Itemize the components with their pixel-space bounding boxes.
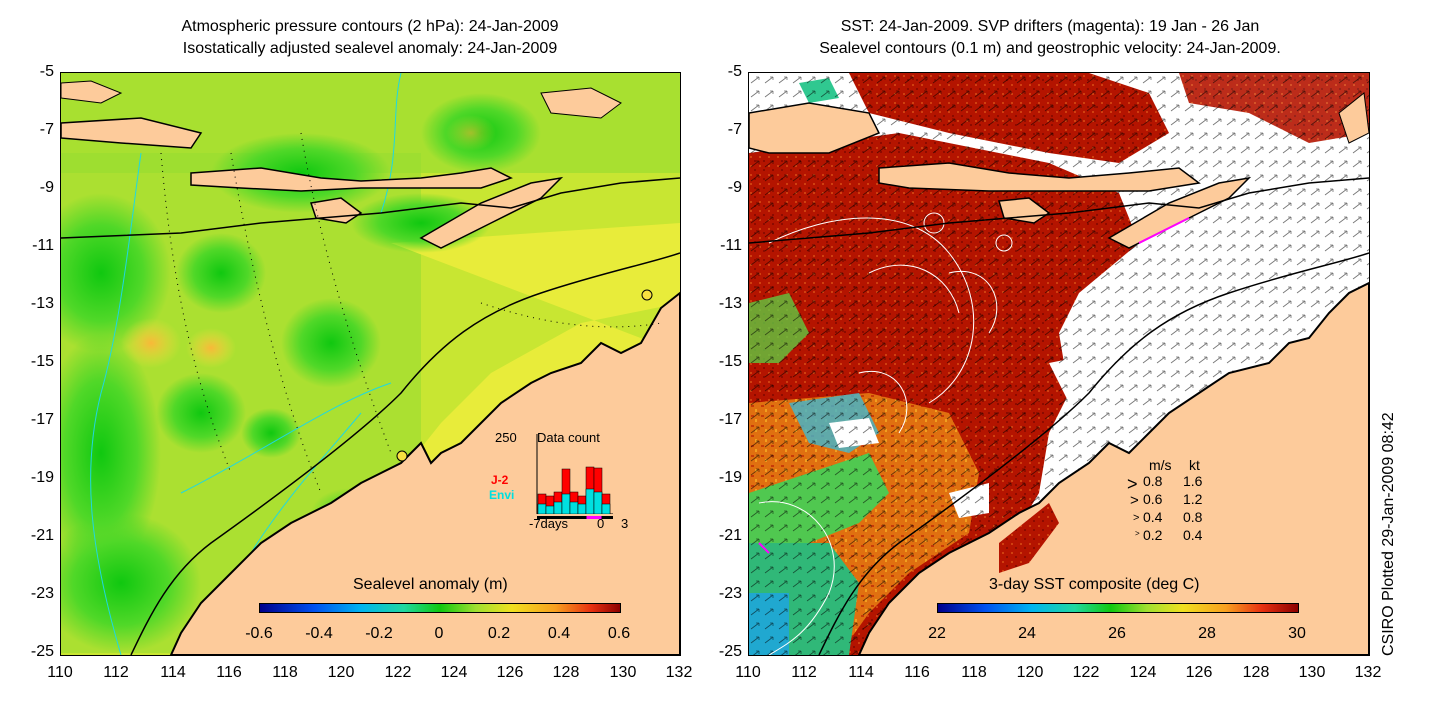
inset-series-j2: J-2 — [491, 473, 509, 487]
right-xlabel: 122 — [1072, 664, 1100, 681]
velocity-legend-kt: 1.6 — [1183, 473, 1203, 489]
right-ylabel: -19 — [718, 469, 742, 486]
velocity-legend-kt: 0.4 — [1183, 527, 1203, 543]
left-ylabel: -5 — [39, 63, 54, 80]
left-xlabel: 120 — [327, 664, 355, 681]
right-ylabel: -25 — [718, 643, 742, 660]
left-colorbar — [259, 603, 621, 613]
right-ylabel: -11 — [720, 237, 742, 254]
velocity-arrow-icon: > — [1135, 529, 1140, 538]
left-title-line1: Atmospheric pressure contours (2 hPa): 2… — [181, 18, 559, 35]
right-ylabel: -21 — [718, 527, 742, 544]
left-xlabel: 116 — [216, 664, 242, 681]
right-cb-tick-2: 26 — [1108, 625, 1126, 642]
inset-xlabel-start: -7days — [529, 516, 569, 531]
left-ylabel: -7 — [39, 121, 54, 138]
right-xlabel: 130 — [1298, 664, 1326, 681]
sst-map-graphic — [749, 73, 1369, 655]
right-cb-tick-1: 24 — [1018, 625, 1036, 642]
left-cb-tick-0: -0.6 — [245, 625, 273, 642]
right-colorbar-title: 3-day SST composite (deg C) — [989, 576, 1200, 593]
right-ylabel: -5 — [727, 63, 742, 80]
left-colorbar-title: Sealevel anomaly (m) — [353, 576, 508, 593]
left-xlabel: 118 — [272, 664, 298, 681]
inset-series-envi: Envi — [489, 488, 515, 502]
velocity-legend-ms: 0.8 — [1143, 473, 1163, 489]
left-xlabel: 126 — [496, 664, 524, 681]
sealevel-map[interactable]: 250 Data count J-2 Envi -7day — [60, 72, 681, 656]
left-ylabel: -19 — [30, 469, 54, 486]
inset-xlabel-zero: 0 — [597, 516, 605, 531]
inset-title: Data count — [537, 430, 600, 445]
right-xlabel: 128 — [1242, 664, 1270, 681]
left-ylabel: -23 — [30, 585, 54, 602]
left-xlabel: 112 — [103, 664, 129, 681]
right-xlabel: 114 — [848, 664, 874, 681]
left-cb-tick-5: 0.4 — [547, 625, 571, 642]
left-title-line2: Isostatically adjusted sealevel anomaly:… — [182, 40, 558, 57]
left-xlabel: 110 — [47, 664, 73, 681]
right-xlabel: 110 — [735, 664, 761, 681]
left-cb-tick-1: -0.4 — [305, 625, 333, 642]
velocity-legend-kt: 0.8 — [1183, 509, 1203, 525]
data-count-inset: 250 Data count J-2 Envi -7day — [479, 428, 649, 531]
left-cb-tick-2: -0.2 — [365, 625, 393, 642]
inset-time-axis — [537, 516, 613, 519]
velocity-legend-unit-kt: kt — [1189, 457, 1200, 473]
left-ylabel: -21 — [30, 527, 54, 544]
velocity-legend: m/s kt > 0.8 1.6 > 0.6 1.2 > 0.4 0.8 > 0… — [1127, 457, 1247, 547]
velocity-legend-ms: 0.6 — [1143, 491, 1163, 507]
left-ylabel: -25 — [30, 643, 54, 660]
left-cb-tick-6: 0.6 — [607, 625, 631, 642]
right-title-line2: Sealevel contours (0.1 m) and geostrophi… — [819, 40, 1281, 57]
right-cb-tick-3: 28 — [1198, 625, 1216, 642]
right-xlabel: 132 — [1354, 664, 1382, 681]
left-cb-tick-3: 0 — [434, 625, 444, 642]
right-cb-tick-4: 30 — [1288, 625, 1306, 642]
right-cb-tick-0: 22 — [928, 625, 946, 642]
velocity-legend-ms: 0.2 — [1143, 527, 1163, 543]
right-title-line1: SST: 24-Jan-2009. SVP drifters (magenta)… — [840, 18, 1260, 35]
left-ylabel: -9 — [39, 179, 54, 196]
right-ylabel: -15 — [718, 353, 742, 370]
left-ylabel: -13 — [30, 295, 54, 312]
left-ylabel: -15 — [30, 353, 54, 370]
velocity-legend-kt: 1.2 — [1183, 491, 1203, 507]
right-ylabel: -7 — [727, 121, 742, 138]
sst-map[interactable]: m/s kt > 0.8 1.6 > 0.6 1.2 > 0.4 0.8 > 0… — [748, 72, 1370, 656]
left-ylabel: -11 — [32, 237, 54, 254]
inset-histogram — [536, 434, 613, 514]
right-xlabel: 120 — [1016, 664, 1044, 681]
left-xlabel: 122 — [384, 664, 412, 681]
right-xlabel: 126 — [1185, 664, 1213, 681]
left-xlabel: 124 — [440, 664, 468, 681]
velocity-legend-ms: 0.4 — [1143, 509, 1163, 525]
left-ylabel: -17 — [30, 411, 54, 428]
right-ylabel: -13 — [718, 295, 742, 312]
right-xlabel: 112 — [791, 664, 817, 681]
left-xlabel: 114 — [160, 664, 186, 681]
velocity-legend-unit-ms: m/s — [1149, 457, 1172, 473]
plot-credit: CSIRO Plotted 29-Jan-2009 08:42 — [1380, 412, 1397, 656]
right-xlabel: 118 — [961, 664, 987, 681]
sealevel-map-graphic — [61, 73, 680, 655]
right-colorbar — [937, 603, 1299, 613]
right-ylabel: -23 — [718, 585, 742, 602]
left-xlabel: 132 — [665, 664, 693, 681]
velocity-arrow-icon: > — [1133, 512, 1140, 524]
velocity-arrow-icon: > — [1127, 474, 1138, 494]
left-xlabel: 130 — [609, 664, 637, 681]
right-ylabel: -9 — [727, 179, 742, 196]
left-xlabel: 128 — [552, 664, 580, 681]
inset-xlabel-end: 3 — [621, 516, 629, 531]
velocity-arrow-icon: > — [1130, 492, 1139, 509]
left-cb-tick-4: 0.2 — [487, 625, 511, 642]
right-ylabel: -17 — [718, 411, 742, 428]
right-xlabel: 116 — [904, 664, 930, 681]
right-xlabel: 124 — [1129, 664, 1157, 681]
inset-max-label: 250 — [495, 430, 517, 445]
